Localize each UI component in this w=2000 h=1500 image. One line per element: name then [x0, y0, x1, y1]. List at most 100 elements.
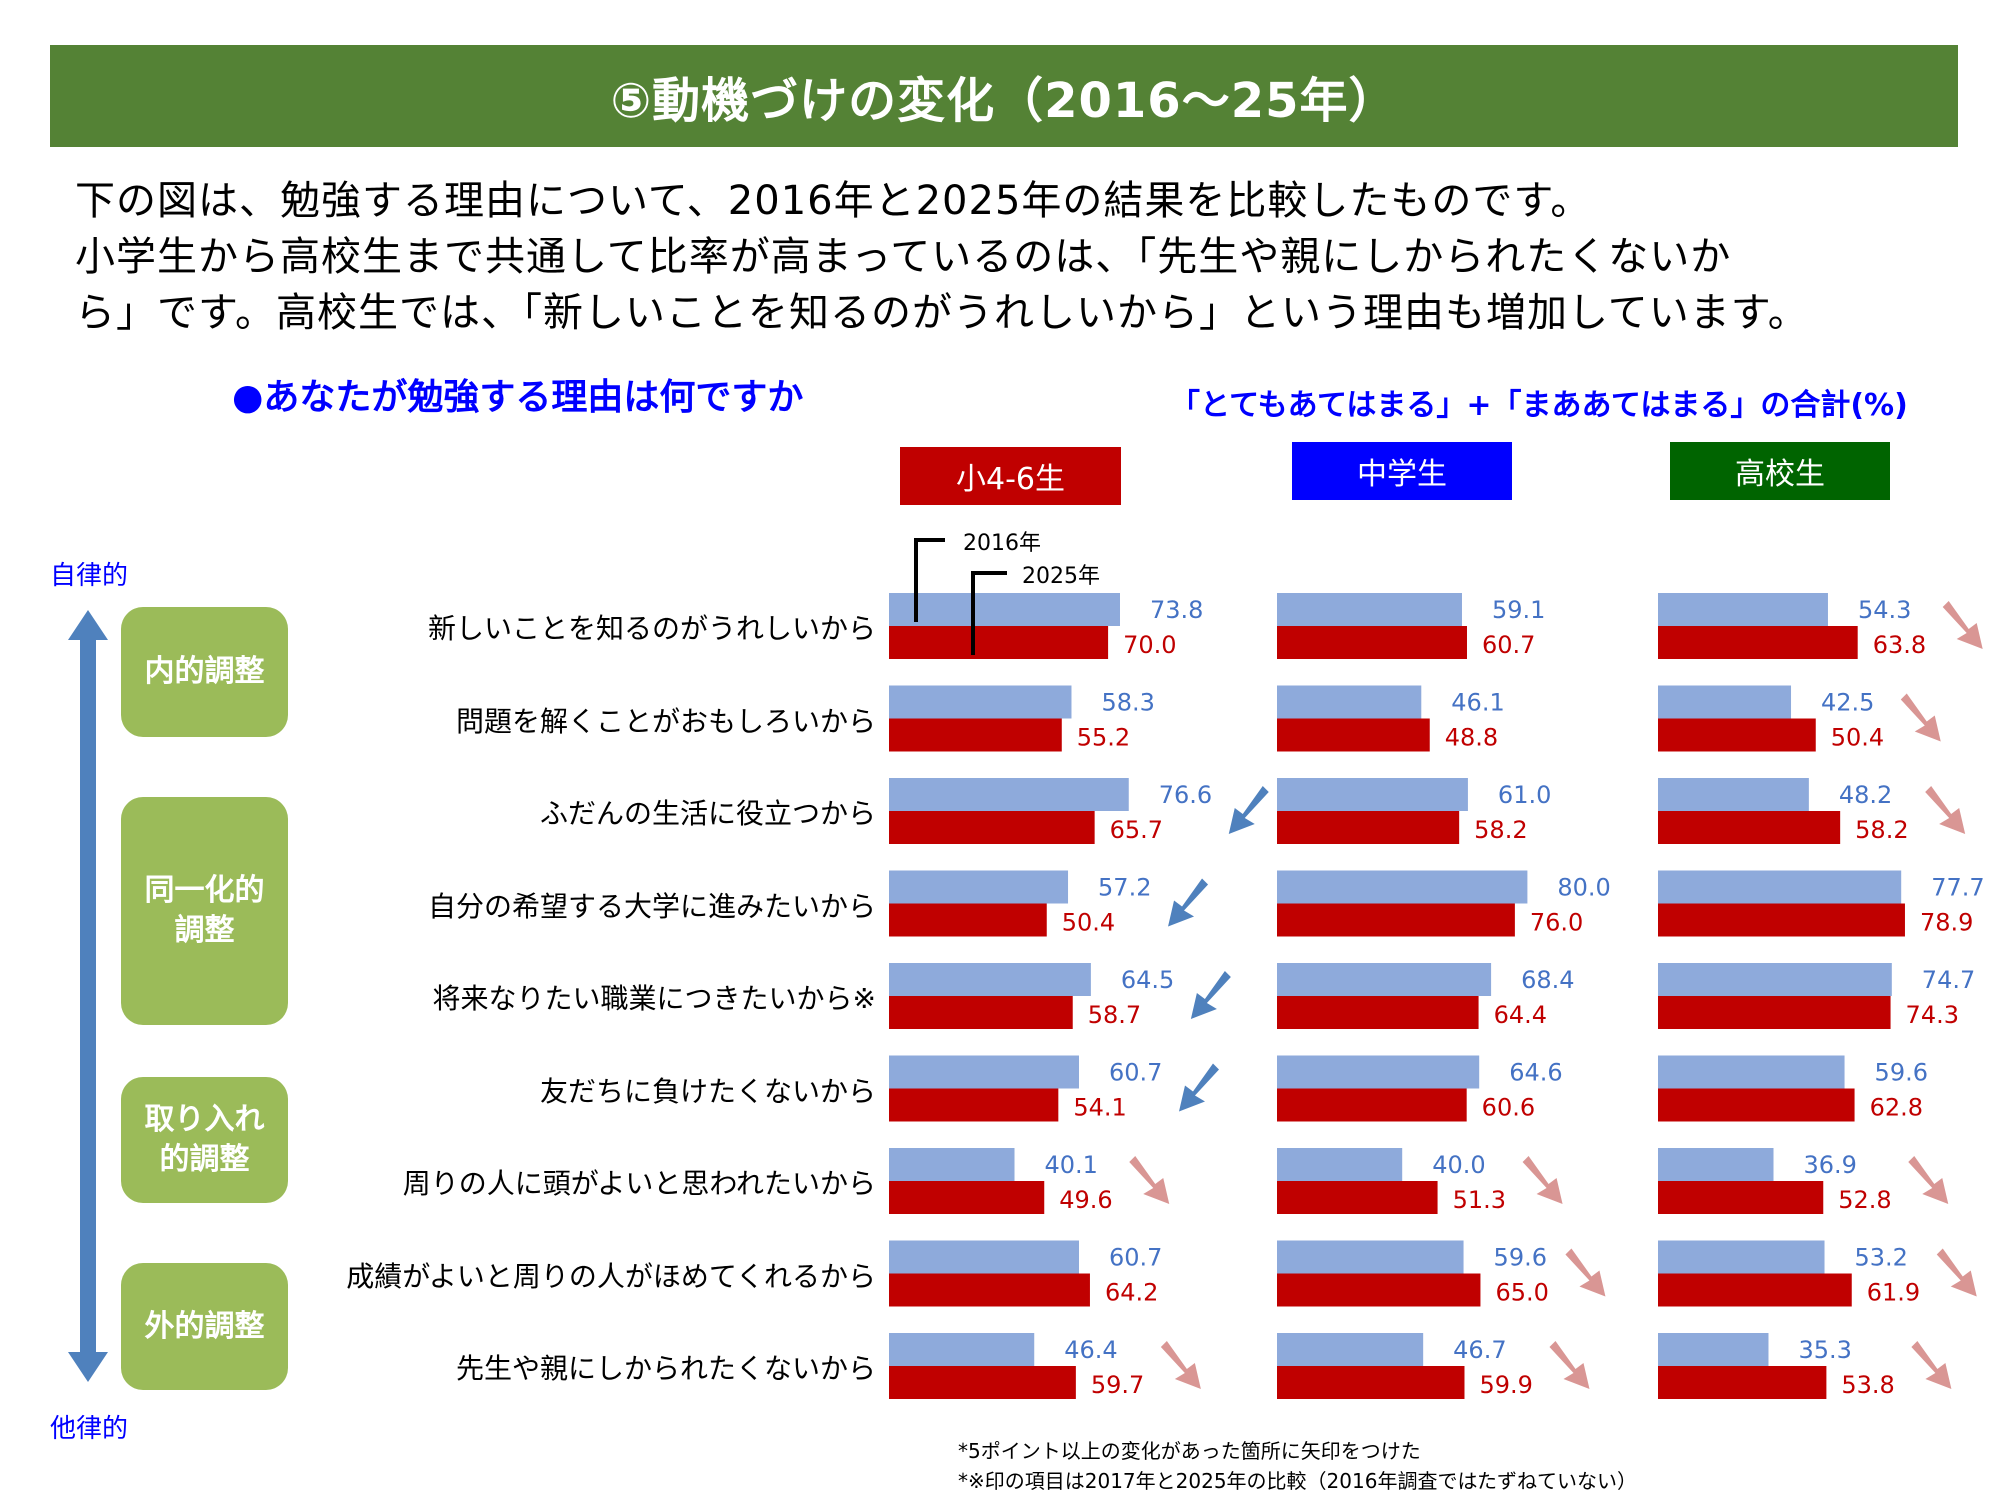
bar-2025	[1277, 903, 1515, 937]
row-label: 先生や親にしかられたくないから	[455, 1352, 876, 1385]
footnote-2017: *※印の項目は2017年と2025年の比較（2016年調査ではたずねていない）	[958, 1469, 1638, 1493]
bar-2025	[1658, 626, 1858, 659]
value-label-2016: 80.0	[1557, 874, 1610, 902]
value-label-2016: 53.2	[1855, 1244, 1908, 1272]
category-label-line-2: 的調整	[159, 1142, 250, 1177]
legend-2016: 2016年	[963, 531, 1041, 556]
bar-2016	[1658, 1055, 1845, 1089]
value-label-2016: 40.0	[1432, 1151, 1485, 1179]
footnote-arrows: *5ポイント以上の変化があった箇所に矢印をつけた	[958, 1439, 1421, 1463]
row-label: 友だちに負けたくないから	[539, 1074, 876, 1108]
bar-2025	[889, 1366, 1076, 1399]
decrease-arrow-icon	[1228, 786, 1269, 834]
value-label-2016: 64.6	[1509, 1059, 1562, 1087]
bar-2025	[1658, 996, 1891, 1029]
value-label-2025: 70.0	[1123, 631, 1176, 659]
title-bar: ⑤動機づけの変化（2016～25年）	[50, 45, 1958, 147]
value-label-2025: 63.8	[1873, 631, 1926, 659]
bar-2025	[1658, 1366, 1827, 1399]
value-label-2016: 46.1	[1451, 689, 1504, 717]
row-label: 周りの人に頭がよいと思われたいから	[402, 1167, 876, 1200]
bar-2016	[1277, 963, 1492, 996]
bar-2016	[1277, 1055, 1480, 1089]
value-label-2016: 40.1	[1045, 1151, 1098, 1179]
increase-arrow-icon	[1522, 1156, 1563, 1204]
bar-2025	[889, 1088, 1059, 1122]
bar-2016	[1277, 870, 1528, 904]
description-line-1: 下の図は、勉強する理由について、2016年と2025年の結果を比較したものです。	[75, 178, 1592, 224]
value-label-2025: 59.9	[1479, 1371, 1532, 1399]
value-label-2025: 60.6	[1482, 1094, 1535, 1122]
category-label-line-2: 調整	[174, 913, 235, 948]
category-label: 外的調整	[144, 1308, 265, 1344]
value-label-2016: 68.4	[1521, 966, 1574, 994]
row-label: 自分の希望する大学に進みたいから	[427, 889, 876, 923]
bar-2025	[889, 811, 1095, 844]
bar-2025	[889, 996, 1073, 1029]
page-title: ⑤動機づけの変化（2016～25年）	[610, 73, 1398, 129]
decrease-arrow-icon	[1168, 878, 1209, 927]
unit-note: 「とてもあてはまる」+「まああてはまる」の合計(%)	[1170, 388, 1908, 423]
category-box-intrinsic: 内的調整	[121, 607, 288, 737]
bar-2016	[889, 778, 1129, 811]
value-label-2016: 76.6	[1159, 781, 1212, 809]
increase-arrow-icon	[1129, 1156, 1170, 1204]
value-label-2016: 61.0	[1498, 781, 1551, 809]
row-label: 将来なりたい職業につきたいから※	[432, 982, 876, 1015]
value-label-2016: 58.3	[1101, 689, 1154, 717]
value-label-2025: 58.7	[1088, 1001, 1141, 1029]
value-label-2025: 59.7	[1091, 1371, 1144, 1399]
legend-leader-lines	[914, 538, 1007, 655]
value-label-2025: 76.0	[1530, 909, 1583, 937]
description-line-2: 小学生から高校生まで共通して比率が高まっているのは、「先生や親にしかられたくない…	[75, 234, 1732, 280]
bar-2016	[889, 963, 1091, 996]
bar-2016	[1277, 1333, 1424, 1366]
value-label-2016: 46.7	[1453, 1336, 1506, 1364]
axis-bottom-label: 他律的	[50, 1414, 129, 1444]
increase-arrow-icon	[1925, 786, 1966, 834]
value-label-2025: 62.8	[1870, 1094, 1923, 1122]
value-label-2016: 74.7	[1922, 966, 1975, 994]
bar-2016	[1658, 1148, 1774, 1181]
value-label-2025: 53.8	[1841, 1371, 1894, 1399]
value-label-2016: 59.6	[1494, 1244, 1547, 1272]
value-label-2025: 60.7	[1482, 631, 1535, 659]
value-label-2025: 64.4	[1494, 1001, 1547, 1029]
bar-2025	[1277, 1273, 1481, 1307]
value-label-2025: 65.7	[1110, 816, 1163, 844]
legend-2025: 2025年	[1022, 564, 1100, 589]
bar-2016	[1658, 778, 1809, 811]
value-label-2016: 42.5	[1821, 689, 1874, 717]
bar-2025	[889, 903, 1047, 937]
bar-2025	[1277, 1088, 1467, 1122]
bar-2016	[889, 1148, 1015, 1181]
bar-2016	[889, 593, 1120, 626]
increase-arrow-icon	[1160, 1341, 1201, 1389]
decrease-arrow-icon	[1178, 1063, 1219, 1112]
value-label-2016: 73.8	[1150, 596, 1203, 624]
bar-2025	[1277, 811, 1460, 844]
description-line-3: ら」です。高校生では、「新しいことを知るのがうれしいから」という理由も増加してい…	[75, 290, 1809, 336]
value-label-2025: 52.8	[1838, 1186, 1891, 1214]
bar-2016	[889, 1333, 1035, 1366]
increase-arrow-icon	[1549, 1341, 1590, 1389]
leader-line-2025	[971, 571, 1007, 655]
value-label-2025: 51.3	[1453, 1186, 1506, 1214]
bar-2016	[1277, 685, 1422, 719]
row-label: ふだんの生活に役立つから	[539, 797, 876, 830]
bar-2025	[1277, 626, 1467, 659]
value-label-2016: 59.1	[1492, 596, 1545, 624]
bar-2025	[1277, 1366, 1465, 1399]
value-label-2025: 50.4	[1831, 724, 1884, 752]
bar-2016	[1658, 963, 1892, 996]
value-label-2025: 58.2	[1474, 816, 1527, 844]
value-label-2016: 46.4	[1064, 1336, 1117, 1364]
bar-2016	[1277, 1240, 1464, 1274]
bar-2025	[1658, 1273, 1852, 1307]
bar-2025	[889, 626, 1109, 659]
value-label-2016: 36.9	[1803, 1151, 1856, 1179]
axis-top-label: 自律的	[50, 561, 129, 591]
bar-2016	[1658, 870, 1902, 904]
row-label: 問題を解くことがおもしろいから	[455, 704, 876, 738]
bar-2016	[1277, 778, 1468, 811]
